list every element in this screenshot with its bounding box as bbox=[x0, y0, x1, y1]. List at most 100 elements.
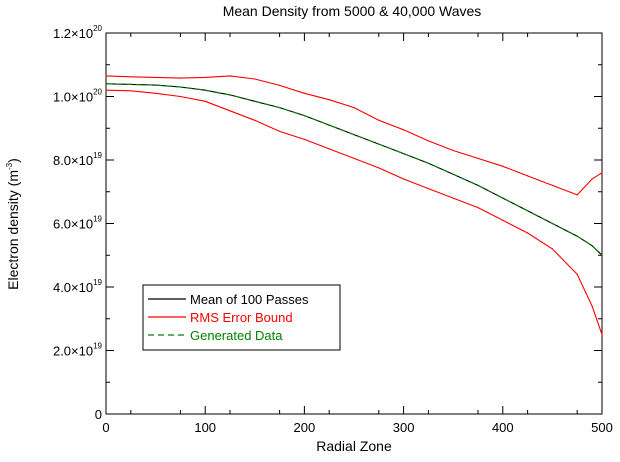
legend-item-mean-label: Mean of 100 Passes bbox=[190, 292, 309, 307]
rms-upper-bound-line-point bbox=[229, 75, 231, 77]
rms-upper-bound-line-point bbox=[551, 184, 554, 186]
generated-data-line-point bbox=[303, 115, 305, 117]
rms-upper-bound-line-point bbox=[502, 165, 504, 167]
mean-line bbox=[105, 83, 603, 256]
rms-lower-bound-line-point bbox=[105, 89, 107, 91]
generated-data-line-point bbox=[477, 184, 479, 186]
rms-upper-bound-line-point bbox=[328, 99, 330, 101]
y-tick-label-exponent: 20 bbox=[93, 24, 102, 33]
legend: Mean of 100 Passes RMS Error Bound Generat… bbox=[142, 284, 341, 351]
rms-lower-bound-line-point bbox=[254, 119, 256, 121]
generated-data-line-point bbox=[527, 210, 529, 212]
rms-lower-bound-line-point bbox=[551, 248, 554, 250]
y-tick-label-exponent: 19 bbox=[93, 215, 102, 224]
rms-upper-bound-line-point bbox=[378, 119, 380, 121]
y-axis-label-sup: -3 bbox=[5, 162, 14, 170]
y-tick-label: 4.0×1019 bbox=[53, 278, 103, 295]
rms-upper-bound-line-point bbox=[105, 75, 107, 77]
rms-lower-bound-line-point bbox=[179, 95, 181, 98]
generated-data-line-point bbox=[378, 143, 380, 145]
generated-data-line-point bbox=[591, 245, 593, 247]
rms-upper-bound-line-point bbox=[155, 76, 157, 78]
x-tick-label: 0 bbox=[102, 420, 109, 435]
rms-lower-bound-line-point bbox=[130, 90, 132, 92]
generated-data-line-point bbox=[279, 107, 281, 109]
generated-data-line-point bbox=[254, 100, 256, 102]
rms-lower-bound-line-point bbox=[576, 273, 578, 275]
rms-upper-bound-line-point bbox=[204, 76, 206, 78]
rms-lower-bound-line-point bbox=[229, 110, 231, 112]
y-tick-label: 8.0×1019 bbox=[53, 151, 103, 168]
plot-area-frame bbox=[105, 32, 603, 415]
rms-upper-bound-line-point bbox=[477, 157, 479, 159]
x-tick-label: 400 bbox=[492, 420, 514, 435]
rms-lower-bound-line-point bbox=[591, 305, 593, 307]
rms-upper-bound-line-point bbox=[527, 175, 529, 177]
y-tick-label-base: 1.2×10 bbox=[53, 26, 93, 41]
rms-upper-bound-line-point bbox=[179, 77, 181, 79]
generated-data-line-point bbox=[328, 124, 330, 126]
generated-data-line-point bbox=[576, 235, 578, 237]
generated-data-line-point bbox=[179, 86, 181, 88]
chart-title: Mean Density from 5000 & 40,000 Waves bbox=[223, 3, 482, 19]
y-tick-label-exponent: 19 bbox=[93, 342, 102, 351]
rms-lower-bound-line-point bbox=[353, 157, 355, 159]
y-tick-label: 6.0×1019 bbox=[53, 215, 103, 232]
x-axis-ticks: 0 100 200 300 400 500 bbox=[102, 33, 613, 435]
rms-lower-bound-line-point bbox=[403, 178, 405, 180]
rms-upper-bound-line-point bbox=[254, 78, 256, 80]
rms-upper-bound-line-point bbox=[303, 92, 305, 94]
rms-lower-bound-line-point bbox=[155, 92, 157, 94]
y-tick-label-base: 6.0×10 bbox=[53, 217, 93, 232]
rms-upper-bound-line-point bbox=[130, 76, 132, 78]
y-tick-label-base: 8.0×10 bbox=[53, 153, 93, 168]
legend-item-rms-label: RMS Error Bound bbox=[190, 310, 293, 325]
rms-lower-bound-line bbox=[105, 89, 603, 335]
x-tick-label: 300 bbox=[393, 420, 415, 435]
y-tick-label-exponent: 20 bbox=[93, 88, 102, 97]
rms-upper-bound-line-point bbox=[279, 84, 281, 86]
rms-upper-bound-line-point bbox=[591, 178, 593, 180]
x-tick-label: 200 bbox=[294, 420, 316, 435]
rms-lower-bound-line-point bbox=[204, 100, 206, 102]
y-axis-label: Electron density (m-3) bbox=[5, 158, 21, 290]
rms-upper-bound-line-point bbox=[601, 172, 603, 174]
generated-data-line-point bbox=[229, 94, 231, 96]
y-tick-label-base: 2.0×10 bbox=[53, 344, 93, 359]
rms-lower-bound-line-point bbox=[527, 232, 529, 234]
generated-data-line-point bbox=[130, 83, 132, 85]
y-tick-label-exponent: 19 bbox=[93, 151, 102, 160]
rms-lower-bound-line-point bbox=[279, 130, 281, 132]
y-tick-label: 1.2×1020 bbox=[53, 24, 103, 41]
generated-data-line-point bbox=[353, 134, 355, 136]
y-axis-label-close: ) bbox=[5, 158, 21, 163]
rms-lower-bound-line-point bbox=[502, 219, 504, 221]
generated-data-line-point bbox=[105, 83, 107, 85]
generated-data-line-point bbox=[427, 162, 429, 164]
y-tick-label: 0 bbox=[95, 407, 102, 422]
y-tick-label-base: 1.0×10 bbox=[53, 90, 93, 105]
rms-upper-bound-line-point bbox=[576, 194, 578, 196]
series-layer bbox=[105, 75, 603, 336]
generated-data-line bbox=[105, 83, 603, 256]
rms-lower-bound-line-point bbox=[477, 207, 479, 209]
legend-items: Mean of 100 Passes RMS Error Bound Generat… bbox=[148, 292, 309, 343]
rms-upper-bound-line-point bbox=[403, 129, 405, 131]
rms-upper-bound-line bbox=[105, 75, 603, 196]
y-tick-label-base: 4.0×10 bbox=[53, 280, 93, 295]
x-tick-label: 500 bbox=[591, 420, 613, 435]
rms-lower-bound-line-point bbox=[427, 188, 429, 190]
y-tick-label: 2.0×1019 bbox=[53, 342, 103, 359]
generated-data-line-point bbox=[403, 153, 405, 155]
x-tick-label: 100 bbox=[194, 420, 216, 435]
generated-data-line-point bbox=[551, 222, 554, 225]
generated-data-line-point bbox=[452, 173, 454, 175]
y-tick-label: 1.0×1020 bbox=[53, 88, 103, 105]
x-axis-label: Radial Zone bbox=[316, 438, 392, 454]
generated-data-line-point bbox=[155, 84, 157, 86]
legend-item-generated-label: Generated Data bbox=[190, 328, 283, 343]
generated-data-line-point bbox=[204, 89, 206, 91]
rms-lower-bound-line-point bbox=[303, 138, 305, 140]
rms-lower-bound-line-point bbox=[452, 197, 454, 199]
